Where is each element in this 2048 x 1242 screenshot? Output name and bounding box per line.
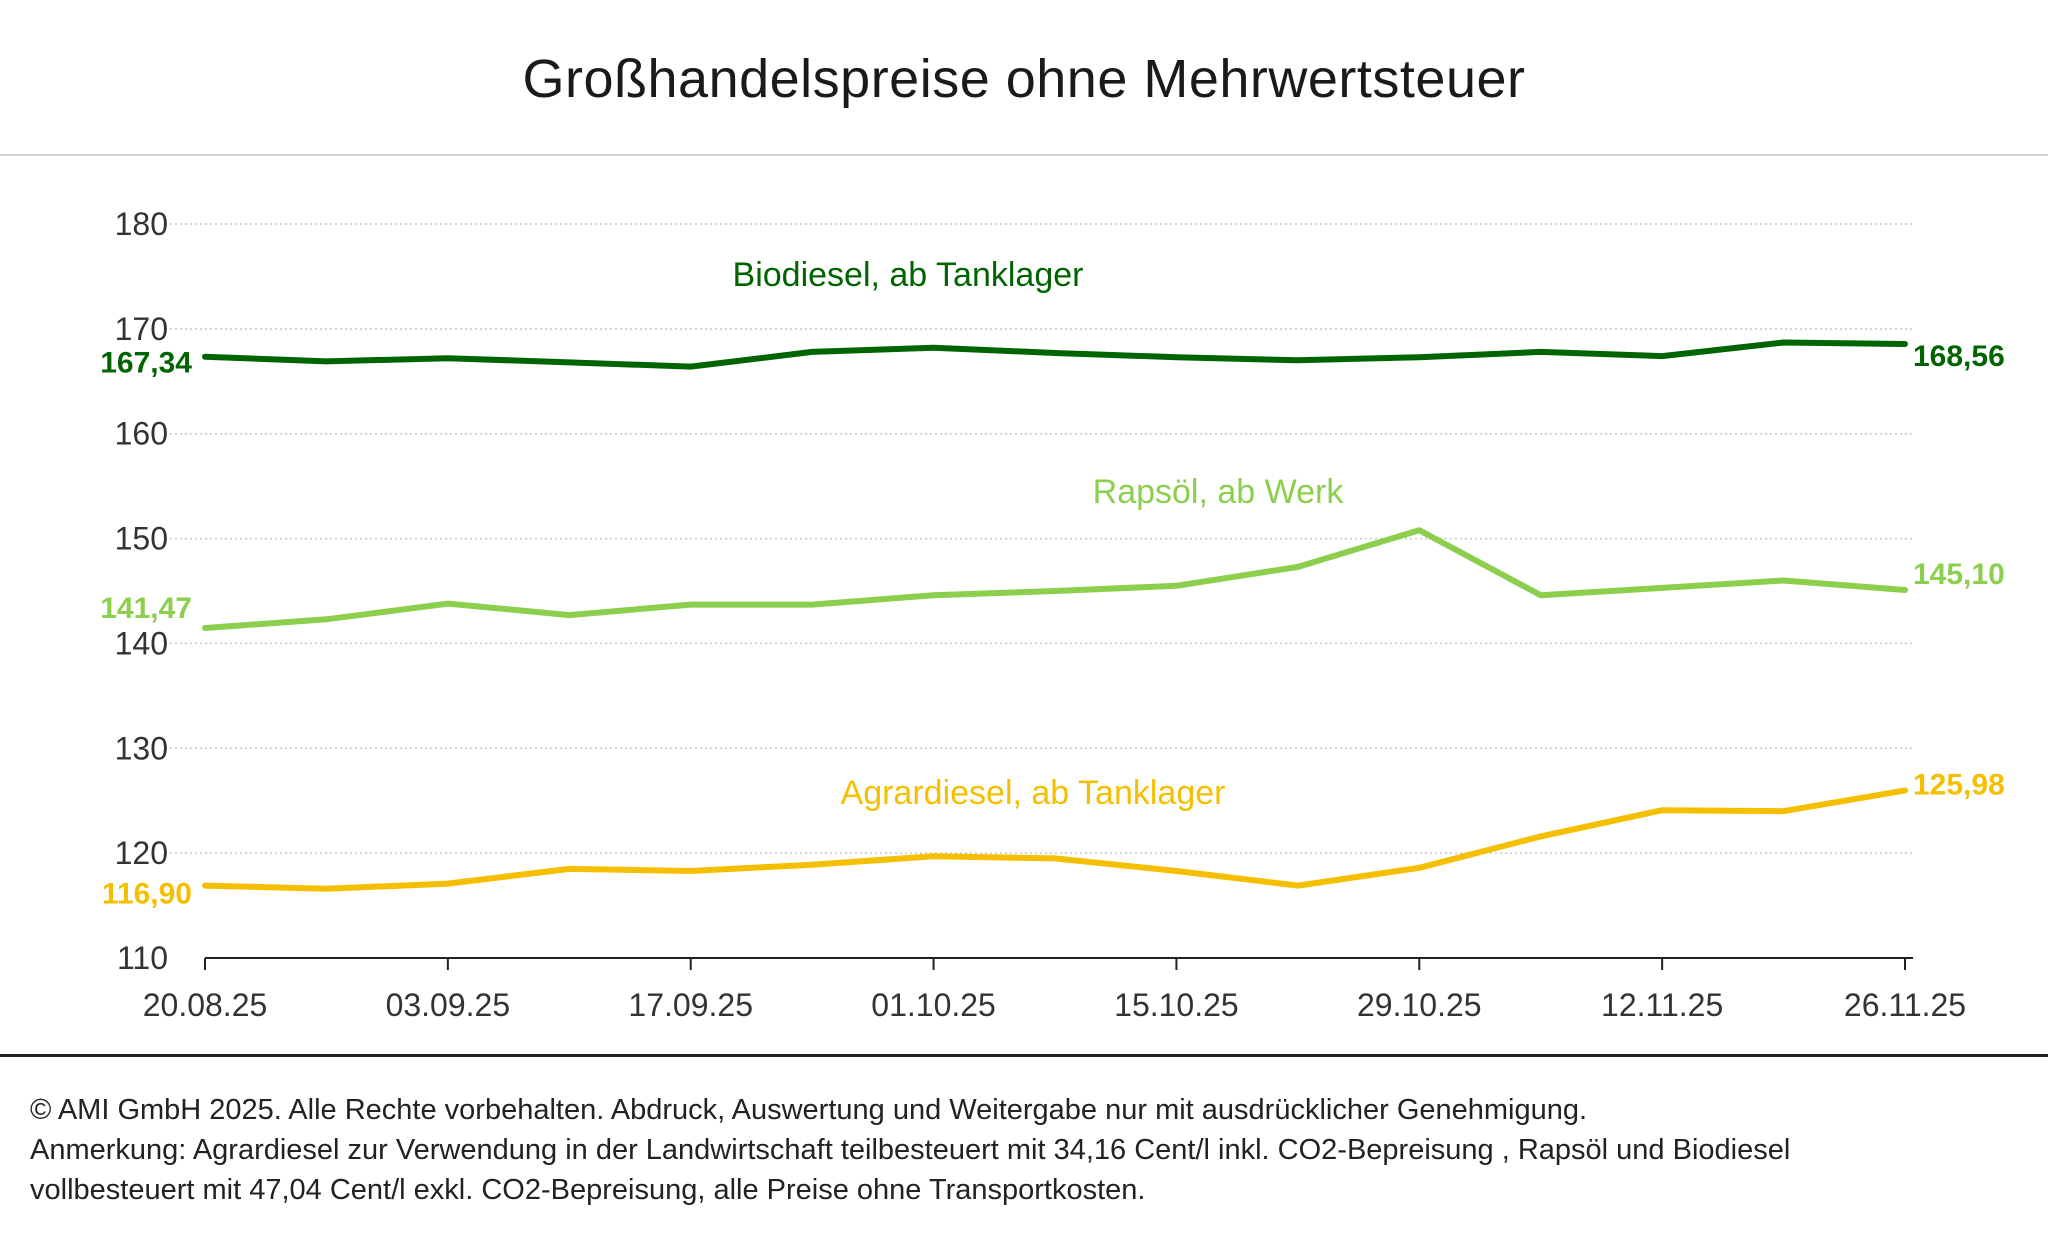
line-chart: 110 120 130 140 150 160 170 180 20.08.25 03.09.25…: [100, 206, 2005, 1023]
start-value-label: 141,47: [100, 592, 192, 625]
y-tick-label: 180: [115, 206, 168, 242]
x-tick-label: 17.09.25: [628, 987, 753, 1023]
copyright-text: © AMI GmbH 2025. Alle Rechte vorbehalten…: [30, 1094, 1588, 1126]
series-label: Agrardiesel, ab Tanklager: [841, 774, 1226, 812]
series-line: [202, 787, 1908, 892]
series-label: Biodiesel, ab Tanklager: [733, 256, 1084, 294]
x-tick-label: 12.11.25: [1601, 987, 1723, 1023]
y-tick-label: 150: [115, 521, 168, 557]
end-value-label: 125,98: [1913, 768, 2005, 801]
x-tick-label: 29.10.25: [1357, 987, 1482, 1023]
series-label: Rapsöl, ab Werk: [1093, 473, 1345, 511]
y-tick-label: 170: [115, 311, 168, 347]
x-tick-label: 15.10.25: [1114, 987, 1239, 1023]
start-value-label: 167,34: [100, 347, 192, 380]
x-tick-label: 03.09.25: [386, 987, 511, 1023]
note-line-1: Anmerkung: Agrardiesel zur Verwendung in…: [30, 1134, 1791, 1166]
end-value-label: 145,10: [1913, 558, 2005, 591]
series-line: [202, 339, 1908, 370]
footer: © AMI GmbH 2025. Alle Rechte vorbehalten…: [30, 1090, 2020, 1210]
x-tick-label: 26.11.25: [1844, 987, 1966, 1023]
y-tick-label: 120: [115, 835, 168, 871]
y-tick-label: 140: [115, 625, 168, 661]
end-value-label: 168,56: [1913, 340, 2005, 373]
y-tick-label: 160: [115, 416, 168, 452]
x-tick-label: 20.08.25: [143, 987, 268, 1023]
y-tick-label: 110: [117, 940, 168, 976]
title-divider: [0, 154, 2048, 156]
x-tick-label: 01.10.25: [871, 987, 996, 1023]
start-value-label: 116,90: [102, 878, 192, 911]
chart-title: Großhandelspreise ohne Mehrwertsteuer: [522, 49, 1526, 109]
series-line: [202, 527, 1908, 631]
footer-divider: [0, 1054, 2048, 1057]
y-tick-label: 130: [115, 730, 168, 766]
note-line-2: vollbesteuert mit 47,04 Cent/l exkl. CO2…: [30, 1174, 1146, 1206]
